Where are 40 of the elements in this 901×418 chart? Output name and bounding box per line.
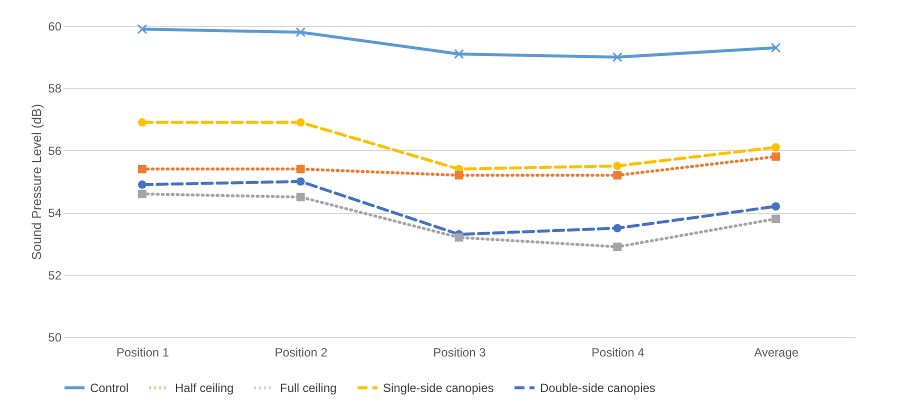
y-tick-label: 58 bbox=[48, 82, 62, 96]
x-tick-label: Position 2 bbox=[274, 346, 328, 360]
point bbox=[137, 24, 148, 34]
legend-label: Half ceiling bbox=[175, 380, 234, 395]
legend-label: Double-side canopies bbox=[540, 380, 656, 395]
point bbox=[296, 27, 306, 38]
x-tick-label: Position 4 bbox=[592, 346, 645, 360]
y-tick-label: 56 bbox=[48, 144, 62, 158]
point bbox=[772, 202, 780, 211]
point bbox=[613, 242, 622, 251]
y-tick-label: 50 bbox=[48, 330, 62, 344]
legend-label: Single-side canopies bbox=[383, 380, 494, 395]
y-tick-label: 60 bbox=[48, 20, 62, 34]
point bbox=[454, 233, 464, 242]
point bbox=[613, 171, 622, 180]
y-axis-title: Sound Pressure Level (dB) bbox=[29, 104, 44, 260]
point bbox=[772, 143, 780, 152]
point bbox=[454, 49, 464, 59]
point bbox=[138, 180, 146, 189]
y-tick-label: 54 bbox=[48, 206, 62, 220]
x-tick-label: Position 1 bbox=[116, 346, 170, 360]
legend-label: Control bbox=[90, 380, 129, 395]
point bbox=[613, 224, 622, 232]
legend-label: Full ceiling bbox=[280, 380, 337, 395]
x-tick-label: Average bbox=[754, 346, 799, 360]
point bbox=[296, 177, 305, 186]
point bbox=[772, 152, 780, 161]
point bbox=[296, 164, 305, 174]
point bbox=[296, 192, 305, 202]
x-tick-label: Position 3 bbox=[433, 346, 486, 360]
point bbox=[454, 171, 464, 180]
point bbox=[138, 164, 146, 174]
point bbox=[138, 190, 146, 198]
y-tick-label: 52 bbox=[48, 268, 62, 282]
point bbox=[296, 118, 305, 127]
point bbox=[612, 52, 622, 62]
point bbox=[138, 118, 146, 127]
point bbox=[770, 42, 781, 53]
point bbox=[772, 214, 780, 224]
point bbox=[613, 162, 622, 170]
